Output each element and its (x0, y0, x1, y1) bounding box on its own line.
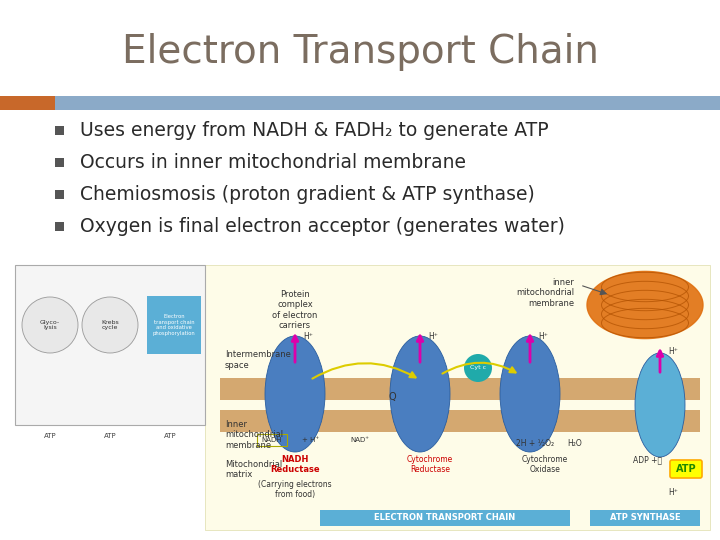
Text: Q: Q (388, 392, 396, 402)
Text: (Carrying electrons
from food): (Carrying electrons from food) (258, 480, 332, 500)
Circle shape (22, 297, 78, 353)
Text: Glyco-
lysis: Glyco- lysis (40, 320, 60, 330)
Text: ATP: ATP (675, 464, 696, 474)
Text: Cytochrome
Reductase: Cytochrome Reductase (407, 455, 453, 475)
Text: + H⁺: + H⁺ (302, 437, 319, 443)
Bar (55, 190, 64, 199)
Ellipse shape (635, 353, 685, 457)
Text: NAD⁺: NAD⁺ (350, 437, 369, 443)
Text: ATP: ATP (163, 433, 176, 439)
Text: ELECTRON TRANSPORT CHAIN: ELECTRON TRANSPORT CHAIN (374, 514, 516, 523)
Text: Chemiosmosis (proton gradient & ATP synthase): Chemiosmosis (proton gradient & ATP synt… (80, 185, 535, 204)
Bar (0, 96, 55, 110)
Text: Occurs in inner mitochondrial membrane: Occurs in inner mitochondrial membrane (80, 152, 466, 172)
Circle shape (464, 354, 492, 382)
Bar (55, 125, 64, 134)
Text: inner
mitochondrial
membrane: inner mitochondrial membrane (516, 278, 574, 308)
Text: ATP SYNTHASE: ATP SYNTHASE (610, 514, 680, 523)
FancyBboxPatch shape (147, 296, 201, 354)
Text: ATP: ATP (44, 433, 56, 439)
Text: ADP +ⓟ: ADP +ⓟ (634, 455, 662, 464)
Text: Inner
mitochondrial
membrane: Inner mitochondrial membrane (225, 420, 283, 450)
FancyBboxPatch shape (15, 265, 205, 425)
Text: H⁺: H⁺ (538, 332, 548, 341)
Polygon shape (587, 272, 703, 339)
Bar (55, 96, 720, 110)
Text: Intermembrane
space: Intermembrane space (225, 350, 291, 370)
Text: H⁺: H⁺ (428, 332, 438, 341)
Text: Uses energy from NADH & FADH₂ to generate ATP: Uses energy from NADH & FADH₂ to generat… (80, 120, 549, 139)
Text: H₂O: H₂O (567, 438, 582, 448)
Text: ATP: ATP (104, 433, 117, 439)
Text: Electron Transport Chain: Electron Transport Chain (122, 33, 598, 71)
Text: NADH
Reductase: NADH Reductase (270, 455, 320, 475)
Text: Electron
transport chain
and oxidative
phosphorylation: Electron transport chain and oxidative p… (153, 314, 195, 336)
Text: H⁺: H⁺ (303, 332, 313, 341)
Bar (220, 378, 700, 400)
Text: H⁺: H⁺ (668, 347, 678, 356)
Circle shape (82, 297, 138, 353)
Text: Krebs
cycle: Krebs cycle (101, 320, 119, 330)
Text: Mitochondrial
matrix: Mitochondrial matrix (225, 460, 282, 480)
Text: NADH: NADH (262, 437, 282, 443)
Bar (55, 158, 64, 166)
Ellipse shape (390, 336, 450, 452)
Ellipse shape (265, 336, 325, 452)
FancyBboxPatch shape (670, 460, 702, 478)
FancyBboxPatch shape (590, 510, 700, 526)
FancyBboxPatch shape (205, 265, 710, 530)
Text: Protein
complex
of electron
carriers: Protein complex of electron carriers (272, 290, 318, 330)
Bar (220, 410, 700, 432)
Ellipse shape (500, 336, 560, 452)
Text: H⁺: H⁺ (668, 488, 678, 497)
FancyBboxPatch shape (320, 510, 570, 526)
Text: 2H + ½O₂: 2H + ½O₂ (516, 438, 554, 448)
Text: Cytochrome
Oxidase: Cytochrome Oxidase (522, 455, 568, 475)
Text: Cyt c: Cyt c (470, 366, 486, 370)
Bar (55, 221, 64, 231)
Text: Oxygen is final electron acceptor (generates water): Oxygen is final electron acceptor (gener… (80, 217, 565, 235)
